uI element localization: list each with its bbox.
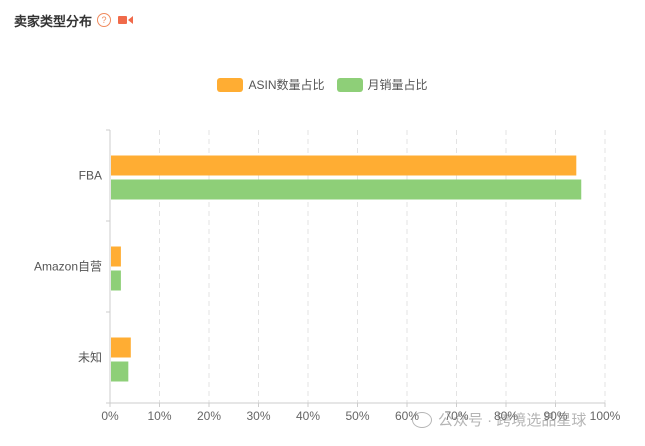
help-circle-icon[interactable]: ? (97, 13, 112, 27)
bar-asin (111, 337, 131, 358)
bar-sales (111, 361, 129, 382)
watermark-text: 公众号 · 跨境选品星球 (438, 412, 587, 429)
chart-legend: ASIN数量占比 月销量占比 (0, 76, 645, 93)
y-category-label: FBA (79, 169, 102, 183)
x-tick-label: 50% (345, 409, 369, 423)
legend-swatch-asin (217, 77, 244, 92)
x-tick-label: 10% (147, 409, 171, 423)
video-camera-icon[interactable] (118, 16, 134, 24)
y-category-label: Amazon自营 (34, 260, 102, 274)
legend-item-asin[interactable]: ASIN数量占比 (217, 76, 325, 93)
y-category-label: 未知 (78, 351, 102, 365)
bar-sales (111, 270, 121, 291)
chart-title: 卖家类型分布 (14, 13, 93, 29)
legend-label-sales: 月销量占比 (367, 78, 428, 92)
x-tick-label: 100% (590, 409, 621, 423)
x-tick-label: 80% (494, 409, 518, 423)
x-tick-label: 40% (296, 409, 320, 423)
legend-label-asin: ASIN数量占比 (248, 78, 325, 92)
x-tick-label: 0% (101, 409, 119, 423)
wechat-icon (412, 411, 432, 428)
x-tick-label: 20% (197, 409, 221, 423)
x-tick-label: 70% (444, 409, 468, 423)
x-tick-label: 90% (543, 409, 567, 423)
x-tick-label: 30% (246, 409, 270, 423)
chart-header: 卖家类型分布 ? (14, 10, 134, 30)
bar-asin (111, 246, 121, 267)
bar-asin (111, 155, 577, 176)
watermark: 公众号 · 跨境选品星球 (412, 409, 586, 430)
bar-sales (111, 179, 582, 200)
legend-item-sales[interactable]: 月销量占比 (336, 76, 428, 93)
legend-swatch-sales (336, 77, 363, 92)
